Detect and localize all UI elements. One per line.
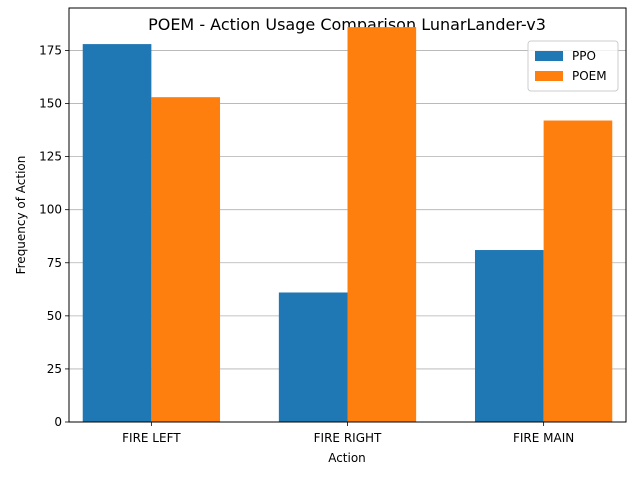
y-tick-label: 75 bbox=[47, 256, 62, 270]
bars bbox=[82, 27, 613, 423]
y-tick-label: 50 bbox=[47, 309, 62, 323]
chart-title: POEM - Action Usage Comparison LunarLand… bbox=[148, 15, 546, 34]
legend: PPO POEM bbox=[527, 40, 619, 92]
bar-ppo bbox=[82, 44, 152, 422]
y-tick-label: 0 bbox=[54, 415, 62, 429]
y-axis-label: Frequency of Action bbox=[14, 156, 28, 275]
legend-swatch-poem bbox=[535, 71, 563, 81]
y-tick-label: 25 bbox=[47, 362, 62, 376]
x-axis-label: Action bbox=[328, 451, 366, 465]
y-tick-label: 100 bbox=[39, 203, 62, 217]
y-tick-label: 175 bbox=[39, 43, 62, 57]
legend-label-poem: POEM bbox=[572, 69, 607, 83]
legend-label-ppo: PPO bbox=[572, 49, 596, 63]
bar-ppo bbox=[278, 292, 348, 422]
legend-swatch-ppo bbox=[535, 51, 563, 61]
y-tick-label: 125 bbox=[39, 150, 62, 164]
y-axis-ticks: 0 25 50 75 100 125 150 175 bbox=[39, 43, 69, 429]
x-tick-label: FIRE MAIN bbox=[513, 431, 574, 445]
bar-poem bbox=[347, 27, 417, 422]
x-tick-label: FIRE RIGHT bbox=[314, 431, 382, 445]
y-tick-label: 150 bbox=[39, 97, 62, 111]
bar-ppo bbox=[474, 250, 544, 422]
x-axis-ticks: FIRE LEFT FIRE RIGHT FIRE MAIN bbox=[122, 422, 574, 445]
bar-poem bbox=[151, 97, 221, 423]
x-tick-label: FIRE LEFT bbox=[122, 431, 181, 445]
bar-poem bbox=[543, 120, 613, 423]
